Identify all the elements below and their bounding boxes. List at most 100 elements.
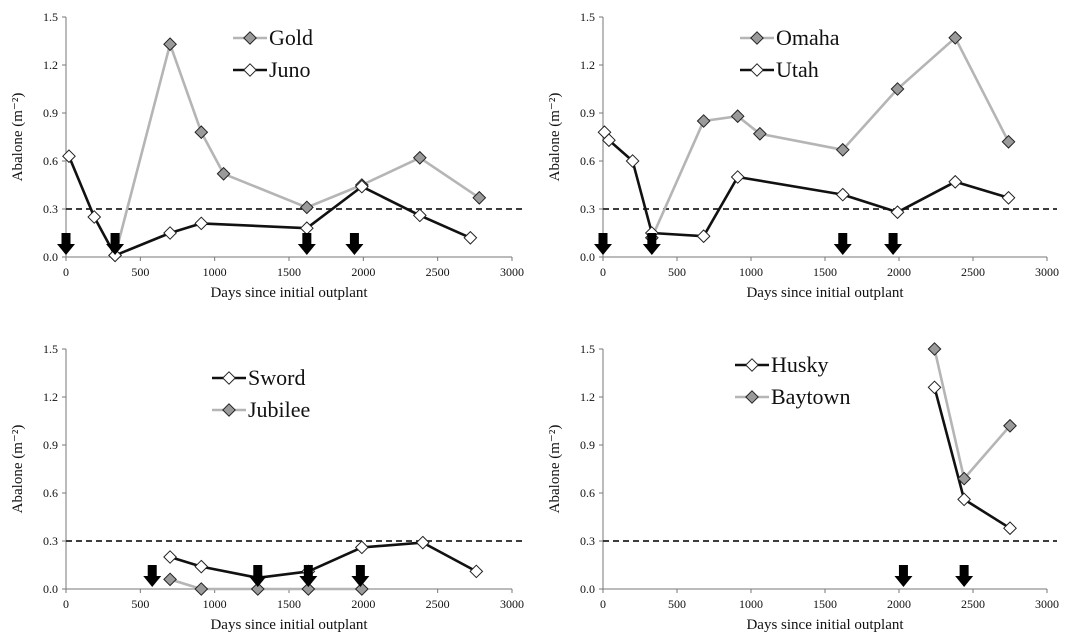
legend-label-jubilee: Jubilee xyxy=(248,397,310,422)
x-tick-label: 0 xyxy=(63,265,69,279)
y-tick-label: 0.6 xyxy=(43,486,58,500)
y-tick-label: 0.6 xyxy=(43,154,58,168)
y-tick-label: 0.3 xyxy=(580,534,595,548)
data-point-omaha xyxy=(835,142,850,157)
data-point-omaha xyxy=(890,82,905,96)
data-point-juno xyxy=(194,216,209,231)
legend-marker-husky xyxy=(745,358,759,372)
event-arrow xyxy=(594,233,612,255)
x-tick-label: 2500 xyxy=(426,597,450,611)
series-line-husky xyxy=(933,387,1011,530)
data-point-omaha xyxy=(696,114,711,128)
y-tick-label: 1.5 xyxy=(580,10,595,24)
x-tick-label: 2500 xyxy=(426,265,450,279)
y-tick-label: 1.2 xyxy=(43,390,58,404)
chart-panel-2: 0.0 0.3 0.6 0.9 1.2 1.5 0 500 1000 1500 2000 2500 30… xyxy=(547,10,1059,301)
chart-panel-4: 0.0 0.3 0.6 0.9 1.2 1.5 0 500 1000 1500 2000 2500 30… xyxy=(547,342,1059,633)
data-point-gold xyxy=(163,37,177,52)
data-point-jubilee xyxy=(194,582,209,596)
y-tick-label: 1.2 xyxy=(43,58,58,72)
legend-label-gold: Gold xyxy=(269,25,313,50)
y-axis-label: Abalone (m⁻²) xyxy=(10,425,26,514)
series-line-omaha xyxy=(650,36,1010,239)
x-tick-label: 1000 xyxy=(739,597,763,611)
data-point-juno xyxy=(412,208,427,223)
data-point-jubilee xyxy=(354,582,369,596)
data-point-sword xyxy=(415,535,430,550)
y-tick-label: 0.3 xyxy=(43,534,58,548)
data-point-omaha xyxy=(730,109,745,124)
data-point-utah xyxy=(730,170,745,184)
x-tick-label: 3000 xyxy=(500,597,524,611)
event-arrow xyxy=(833,233,852,255)
x-tick-label: 1500 xyxy=(277,597,301,611)
y-tick-label: 0.3 xyxy=(43,202,58,216)
data-point-juno xyxy=(463,230,478,245)
data-point-utah xyxy=(890,205,905,220)
x-tick-label: 2500 xyxy=(961,597,985,611)
data-point-husky xyxy=(1003,521,1017,536)
data-point-baytown xyxy=(1003,418,1017,433)
event-arrow xyxy=(143,565,162,587)
data-point-omaha xyxy=(1001,134,1016,149)
data-point-juno xyxy=(108,248,122,263)
data-point-jubilee xyxy=(301,582,316,596)
data-point-sword xyxy=(163,550,177,564)
legend-marker-omaha xyxy=(750,31,764,45)
event-arrow xyxy=(642,233,661,255)
y-tick-label: 0.9 xyxy=(580,438,595,452)
x-tick-label: 1000 xyxy=(203,597,227,611)
chart-panel-1: 0.0 0.3 0.6 0.9 1.2 1.5 0 500 1000 1500 2000 2500 30… xyxy=(10,10,524,301)
event-arrow xyxy=(57,233,75,255)
data-point-jubilee xyxy=(250,582,265,596)
x-tick-label: 3000 xyxy=(500,265,524,279)
data-point-husky xyxy=(927,380,942,395)
event-arrow xyxy=(248,565,267,587)
y-tick-label: 0.3 xyxy=(580,202,595,216)
y-tick-label: 0.9 xyxy=(580,106,595,120)
x-tick-label: 0 xyxy=(63,597,69,611)
legend-marker-sword xyxy=(222,371,236,385)
x-tick-label: 2000 xyxy=(351,265,375,279)
data-point-omaha xyxy=(752,126,767,141)
legend-marker-utah xyxy=(750,63,764,77)
x-tick-label: 2000 xyxy=(887,597,911,611)
y-tick-label: 0.9 xyxy=(43,438,58,452)
y-tick-label: 1.5 xyxy=(43,342,58,356)
data-point-utah xyxy=(696,229,711,244)
legend-label-sword: Sword xyxy=(248,365,305,390)
x-tick-label: 2000 xyxy=(351,597,375,611)
x-tick-label: 3000 xyxy=(1035,265,1059,279)
x-tick-label: 2000 xyxy=(887,265,911,279)
legend-label-utah: Utah xyxy=(776,57,819,82)
x-axis-label: Days since initial outplant xyxy=(210,617,368,633)
chart-panel-3: 0.0 0.3 0.6 0.9 1.2 1.5 0 500 1000 1500 2000 2500 30… xyxy=(10,342,524,633)
x-tick-label: 500 xyxy=(131,265,149,279)
legend-marker-gold xyxy=(243,31,257,45)
event-arrow xyxy=(955,565,974,587)
data-point-utah xyxy=(1001,190,1016,205)
data-point-utah xyxy=(625,154,640,168)
y-tick-label: 0.6 xyxy=(580,486,595,500)
legend-marker-baytown xyxy=(745,390,759,404)
data-point-omaha xyxy=(948,30,963,45)
y-tick-label: 1.2 xyxy=(580,58,595,72)
x-tick-label: 1000 xyxy=(203,265,227,279)
y-tick-label: 0.0 xyxy=(580,250,595,264)
legend-label-husky: Husky xyxy=(771,352,828,377)
legend-label-baytown: Baytown xyxy=(771,384,850,409)
data-point-gold xyxy=(216,166,231,181)
y-tick-label: 1.5 xyxy=(43,10,58,24)
series-line-utah xyxy=(603,131,1009,238)
data-point-gold xyxy=(412,150,427,165)
x-tick-label: 1500 xyxy=(813,597,837,611)
x-tick-label: 2500 xyxy=(961,265,985,279)
event-arrow xyxy=(299,565,318,587)
series-line-gold xyxy=(113,42,481,256)
legend-label-juno: Juno xyxy=(269,57,311,82)
event-arrow xyxy=(297,233,316,255)
x-tick-label: 0 xyxy=(600,265,606,279)
event-arrow xyxy=(351,565,370,587)
data-point-sword xyxy=(194,559,209,574)
data-point-juno xyxy=(87,210,102,224)
